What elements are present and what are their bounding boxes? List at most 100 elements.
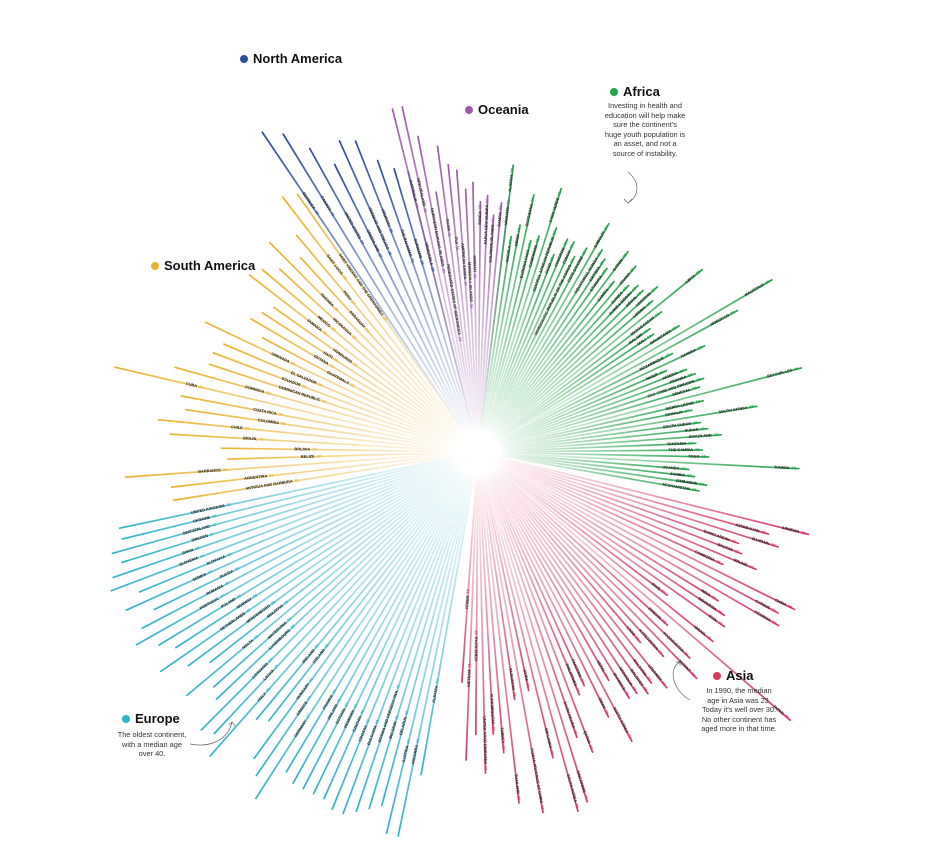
bar-nicaragua	[279, 268, 463, 438]
country-label-australia: AUSTRALIA38	[408, 179, 420, 209]
bar-guinea	[491, 284, 630, 437]
country-name: CABO VERDE	[548, 196, 561, 223]
country-value: 28	[645, 675, 652, 682]
country-label-american-samoa: AMERICAN SAMOA27	[460, 243, 468, 286]
bar-mauritania	[495, 325, 680, 442]
country-label-botswana: BOTSWANA24	[524, 196, 535, 226]
bar-albania	[420, 472, 476, 776]
bar-qatar	[484, 471, 594, 753]
bar-zambia	[499, 453, 696, 478]
bar-equatorial-guinea	[488, 248, 604, 435]
bar-mali	[495, 333, 655, 441]
legend-oceania: Oceania	[465, 102, 529, 117]
legend-label-north-america: North America	[253, 51, 343, 66]
bar-togo	[499, 451, 710, 458]
country-name: MAURITANIA	[649, 328, 672, 345]
country-value: 21	[714, 432, 720, 437]
country-name: CUBA	[186, 381, 198, 388]
country-label-gabon: GABON22	[611, 252, 628, 272]
country-name: ITALY	[256, 691, 267, 703]
legend-label-oceania: Oceania	[478, 102, 529, 117]
country-label-china: CHINA38	[774, 597, 794, 610]
country-label-chad: CHAD16	[544, 256, 555, 275]
country-value: 24	[529, 196, 535, 202]
country-label-qatar: QATAR33	[583, 730, 595, 751]
bar-sweden	[121, 457, 458, 564]
country-value: 17	[688, 440, 693, 445]
country-name: BOLIVIA	[294, 446, 310, 451]
country-value: 24	[603, 672, 610, 679]
country-value: 20	[671, 325, 677, 332]
country-name: SOUTH SUDAN	[662, 421, 691, 430]
country-name: SYRIA	[522, 669, 529, 682]
country-name: BRAZIL	[243, 435, 258, 441]
country-label-turkmenistan: TURKMENISTAN 27	[489, 694, 496, 731]
bar-dominica	[174, 366, 458, 447]
country-value: 20	[596, 251, 603, 257]
country-value: 18	[691, 487, 697, 493]
bar-taiwan-province-of-china	[481, 472, 544, 814]
bar-hungary	[253, 468, 466, 760]
country-value: 36	[387, 250, 394, 257]
country-value: 28	[322, 330, 329, 337]
country-label-tanzania: TANZANIA 17	[667, 440, 693, 446]
bar-mexico	[261, 268, 463, 439]
bar-angola	[480, 235, 513, 432]
country-label-iran: IRAN30	[708, 613, 724, 626]
country-name: CONGO	[561, 249, 572, 264]
country-name: TAIWAN PROVINCE OF CHINA	[529, 747, 544, 804]
country-value: 23	[333, 357, 340, 364]
country-label-angola: ANGOLA17	[504, 239, 512, 263]
bar-cambodia	[497, 460, 724, 566]
country-value: 39	[289, 623, 296, 630]
country-name: BOTSWANA	[524, 203, 534, 226]
country-name: SOLOMON ISLANDS	[488, 224, 496, 263]
country-value: 19	[645, 300, 652, 307]
bar-sri-lanka	[482, 472, 554, 759]
country-label-cambodia: CAMBODIA25	[694, 549, 722, 565]
bar-jamaica	[248, 274, 462, 440]
country-value: 26	[556, 190, 562, 196]
bar-rwanda	[497, 372, 696, 446]
bar-comoros	[485, 238, 569, 433]
country-value: 42	[211, 521, 217, 527]
country-name: IRAN	[708, 613, 719, 623]
country-label-slovenia: SLOVENIA44	[178, 553, 205, 567]
bar-zimbabwe	[498, 454, 708, 486]
country-value: 20	[551, 230, 557, 236]
country-value: 20	[696, 376, 702, 382]
country-name: QATAR	[583, 730, 592, 744]
country-label-tajikistan: TAJIKISTAN22	[508, 668, 517, 698]
bar-ecuador	[212, 352, 459, 446]
bar-slovenia	[110, 458, 459, 592]
bar-algeria	[479, 164, 515, 432]
country-value: 25	[473, 274, 478, 279]
country-value: 27	[463, 281, 468, 286]
country-label-taiwan-province-of-china: TAIWAN PROVINCE OF CHINA40	[529, 747, 545, 810]
country-name: URUGUAY	[380, 208, 392, 228]
country-value: 30	[717, 620, 723, 627]
bar-tajikistan	[480, 472, 516, 701]
country-name: BURKINA FASO	[519, 249, 531, 279]
bar-romania	[141, 461, 460, 630]
country-name: ANDORRA	[410, 744, 419, 765]
country-name: SIERRA LEONE	[665, 400, 695, 411]
country-value: 34	[434, 678, 440, 684]
bar-ireland	[255, 468, 465, 721]
country-name: ALBANIA	[431, 685, 439, 703]
bar-ukraine	[121, 456, 458, 540]
asia-note-line: aged more in that time.	[701, 724, 777, 734]
country-value: 18	[693, 420, 699, 426]
country-label-kazakhstan: KAZAKHSTAN29	[662, 631, 690, 658]
country-value: 30	[761, 529, 767, 535]
country-name: BAHRAIN	[751, 536, 770, 546]
country-value: 17	[526, 243, 532, 248]
country-label-ecuador: ECUADOR27	[281, 376, 307, 390]
country-label-uzbekistan: UZBEKISTAN 27	[473, 630, 478, 661]
bar-the-bahamas	[376, 159, 472, 433]
legend-north-america: North America	[240, 51, 342, 66]
country-value: 33	[791, 465, 796, 470]
country-value: 38	[516, 795, 522, 801]
bar-nepal	[488, 470, 610, 682]
country-name: VENEZUELA	[424, 242, 435, 266]
